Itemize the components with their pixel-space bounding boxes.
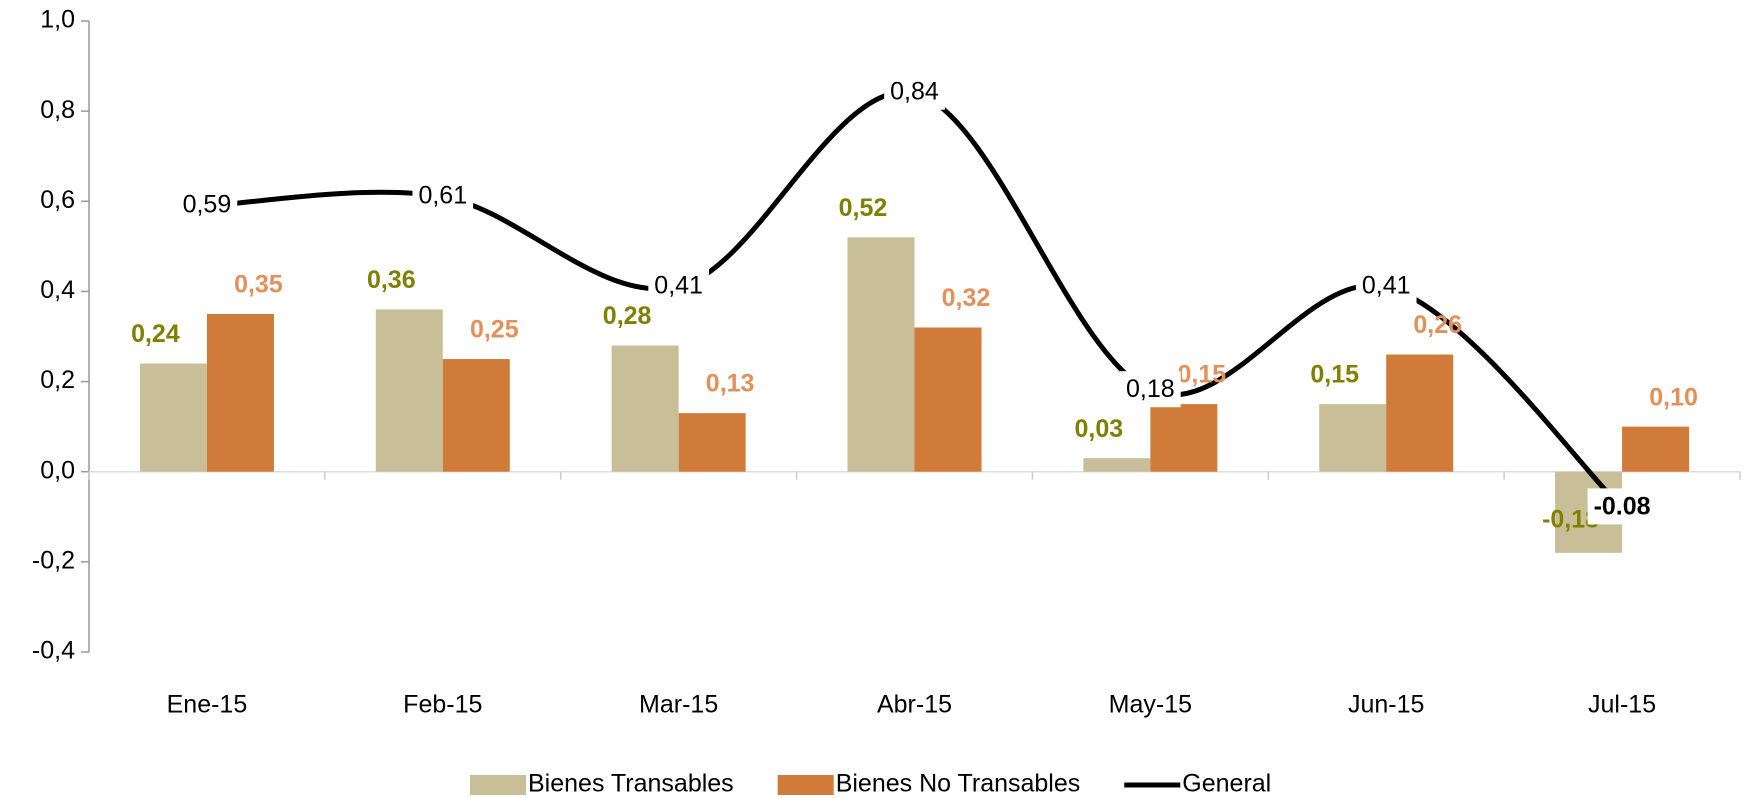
bar — [914, 327, 982, 472]
x-tick-label: May-15 — [1109, 691, 1192, 719]
value-label: 0,13 — [706, 370, 755, 398]
bar — [1150, 404, 1218, 472]
label-box — [1587, 488, 1657, 525]
bar — [375, 309, 443, 472]
value-label: 0,25 — [470, 316, 519, 344]
bar — [847, 237, 915, 472]
value-label: 0,26 — [1413, 311, 1462, 339]
value-label-group: 0,13 — [706, 370, 755, 398]
value-label: 0,10 — [1649, 383, 1698, 411]
value-label-group: 0,10 — [1649, 383, 1698, 411]
y-tick-label: -0,4 — [32, 637, 75, 665]
value-label-group: 0,32 — [942, 284, 991, 312]
bar — [611, 345, 679, 472]
value-label-group: 0,18 — [1120, 371, 1181, 408]
y-tick-label: 0,8 — [40, 96, 75, 124]
value-label-group: 0,41 — [648, 267, 709, 304]
value-label: 0,41 — [1362, 272, 1411, 300]
label-box — [176, 186, 238, 223]
value-label: 0,61 — [418, 181, 467, 209]
y-tick-label: 0,0 — [40, 456, 75, 484]
value-label-group: 0,52 — [839, 194, 888, 222]
value-label-group: 0,03 — [1075, 415, 1124, 443]
legend-swatch — [470, 775, 526, 795]
value-label-group: 0,28 — [603, 302, 652, 330]
value-label-group: 0,24 — [131, 320, 180, 348]
legend-label: Bienes No Transables — [836, 770, 1081, 798]
value-label: 0,41 — [654, 272, 703, 300]
label-box — [884, 73, 945, 110]
label-box — [1120, 371, 1181, 408]
value-label-group: 0,84 — [884, 73, 945, 110]
value-label: 0,52 — [839, 194, 888, 222]
bar — [1386, 354, 1454, 472]
legend-label: Bienes Transables — [528, 770, 734, 798]
x-tick-label: Mar-15 — [639, 691, 718, 719]
value-label-group: 0,25 — [470, 316, 519, 344]
label-box — [1355, 267, 1417, 304]
value-label-group: 0,15 — [1310, 361, 1359, 389]
value-label-group: 0,59 — [176, 186, 238, 223]
value-label: 0,15 — [1178, 361, 1227, 389]
bar — [678, 413, 746, 472]
bar — [1083, 458, 1151, 472]
value-label: 0,15 — [1310, 361, 1359, 389]
value-label: -0.08 — [1594, 492, 1651, 520]
value-label-group: 0,36 — [367, 266, 416, 294]
x-tick-label: Feb-15 — [403, 691, 482, 719]
value-label: 0,24 — [131, 320, 180, 348]
label-box — [648, 267, 709, 304]
value-label: 0,35 — [234, 271, 283, 299]
value-label-group: 0,35 — [234, 271, 283, 299]
value-label-group: 0,61 — [412, 177, 474, 214]
y-tick-label: 0,4 — [40, 276, 75, 304]
x-tick-label: Ene-15 — [167, 691, 248, 719]
x-tick-label: Abr-15 — [877, 691, 952, 719]
value-label: 0,36 — [367, 266, 416, 294]
y-tick-label: 0,2 — [40, 366, 75, 394]
legend-swatch — [777, 775, 834, 795]
value-label: 0,84 — [890, 78, 939, 106]
bar — [1319, 404, 1387, 472]
value-label-group: 0,26 — [1413, 311, 1462, 339]
value-label: 0,18 — [1126, 375, 1175, 403]
y-tick-label: 1,0 — [40, 6, 75, 34]
value-label: 0,28 — [603, 302, 652, 330]
value-label-group: -0.08 — [1587, 488, 1657, 525]
legend-label: General — [1182, 770, 1271, 798]
bar — [139, 363, 207, 472]
bar — [442, 359, 510, 472]
x-tick-label: Jun-15 — [1348, 691, 1424, 719]
bar — [1622, 426, 1690, 472]
bar — [206, 313, 274, 472]
value-label: 0,03 — [1075, 415, 1124, 443]
value-label: 0,59 — [183, 190, 232, 218]
x-tick-label: Jul-15 — [1588, 691, 1656, 719]
value-label-group: 0,41 — [1355, 267, 1417, 304]
value-label: 0,32 — [942, 284, 991, 312]
label-box — [412, 177, 474, 214]
value-label-group: 0,15 — [1178, 361, 1227, 389]
y-tick-label: 0,6 — [40, 186, 75, 214]
y-tick-label: -0,2 — [32, 546, 75, 574]
